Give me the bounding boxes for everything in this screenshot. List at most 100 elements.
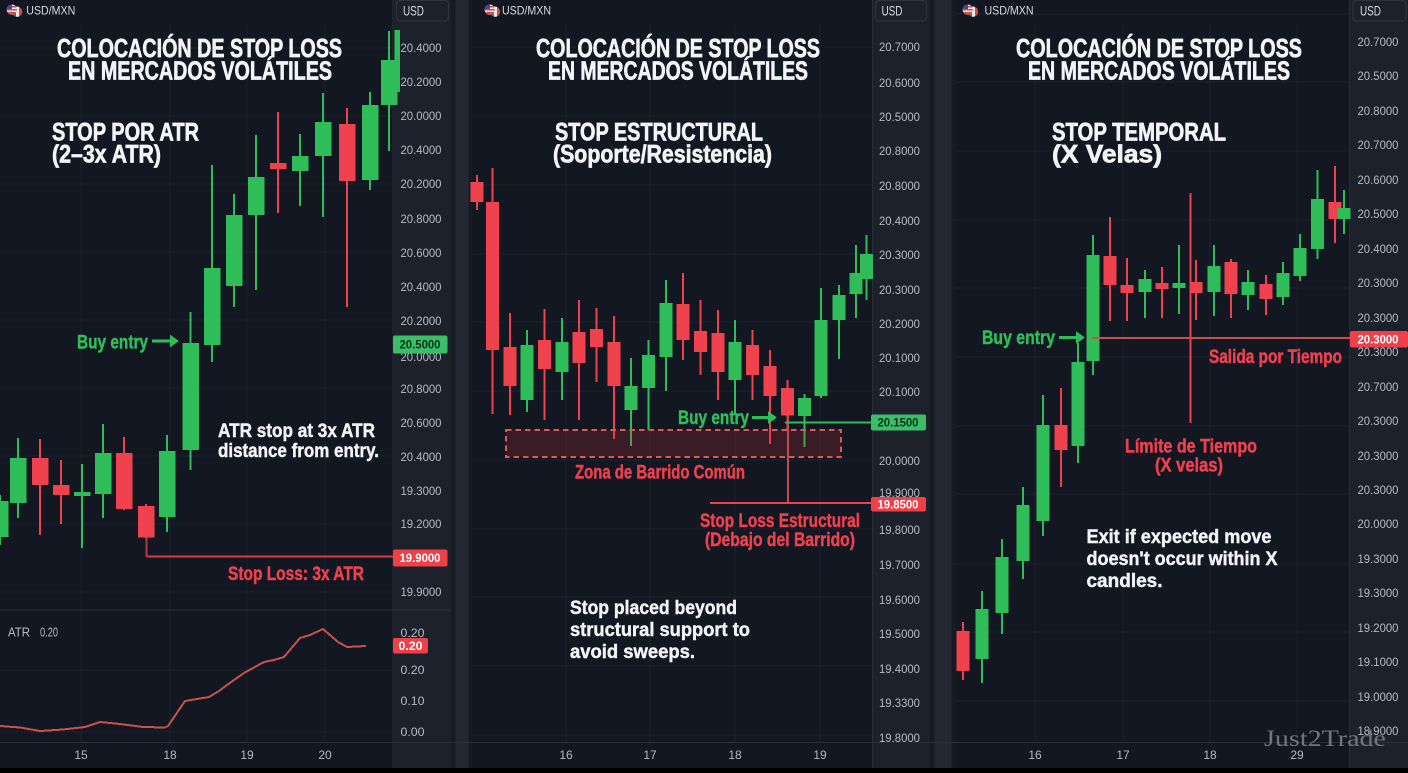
svg-text:19.7000: 19.7000: [879, 558, 920, 572]
svg-text:USD: USD: [1360, 3, 1381, 18]
svg-text:19.0000: 19.0000: [1358, 690, 1399, 704]
svg-text:20.7000: 20.7000: [1358, 138, 1399, 152]
svg-text:17: 17: [1116, 748, 1130, 762]
svg-text:Just2Trade: Just2Trade: [1264, 726, 1386, 751]
svg-text:19.9000: 19.9000: [879, 486, 920, 500]
svg-text:20.1000: 20.1000: [879, 351, 920, 365]
svg-text:20.4000: 20.4000: [401, 41, 442, 55]
svg-text:20.3000: 20.3000: [1358, 276, 1399, 290]
svg-text:19.2000: 19.2000: [401, 517, 442, 531]
svg-text:20.3000: 20.3000: [1358, 311, 1399, 325]
svg-text:20.1000: 20.1000: [879, 385, 920, 399]
svg-text:20.6000: 20.6000: [401, 416, 442, 430]
svg-text:29: 29: [1290, 748, 1304, 762]
svg-text:20.7000: 20.7000: [1358, 35, 1399, 49]
svg-text:20.6000: 20.6000: [1358, 173, 1399, 187]
svg-text:Buy entry: Buy entry: [77, 333, 148, 354]
svg-text:ATR stop at 3x ATR: ATR stop at 3x ATR: [218, 420, 375, 442]
svg-text:16: 16: [1028, 748, 1042, 762]
svg-text:19.8000: 19.8000: [879, 523, 920, 537]
svg-text:20.1500: 20.1500: [878, 416, 919, 430]
svg-text:19.5000: 19.5000: [879, 627, 920, 641]
svg-text:Buy entry: Buy entry: [982, 328, 1055, 349]
svg-text:20.5000: 20.5000: [1358, 207, 1399, 221]
svg-text:20.2000: 20.2000: [401, 314, 442, 328]
svg-text:20.5000: 20.5000: [879, 110, 920, 124]
svg-text:0.10: 0.10: [401, 694, 425, 708]
svg-text:20.0000: 20.0000: [1358, 517, 1399, 531]
svg-text:USD: USD: [403, 3, 424, 18]
svg-text:Zona de Barrido Común: Zona de Barrido Común: [575, 462, 745, 484]
svg-text:20.2000: 20.2000: [401, 75, 442, 89]
svg-text:distance from entry.: distance from entry.: [218, 440, 379, 462]
svg-text:20: 20: [318, 748, 332, 762]
svg-text:19.4000: 19.4000: [879, 662, 920, 676]
svg-text:20.4000: 20.4000: [401, 280, 442, 294]
svg-text:19.6000: 19.6000: [879, 593, 920, 607]
svg-text:0.00: 0.00: [401, 725, 425, 739]
svg-text:Límite de Tiempo: Límite de Tiempo: [1125, 436, 1257, 458]
svg-text:candles.: candles.: [1087, 570, 1163, 592]
svg-text:20.8000: 20.8000: [879, 144, 920, 158]
svg-text:20.0000: 20.0000: [401, 350, 442, 364]
svg-text:COLOCACIÓN DE STOP LOSS: COLOCACIÓN DE STOP LOSS: [1016, 33, 1302, 63]
svg-text:19.3300: 19.3300: [879, 696, 920, 710]
svg-text:EN MERCADOS VOLÁTILES: EN MERCADOS VOLÁTILES: [68, 56, 332, 86]
svg-text:structural support to: structural support to: [570, 619, 750, 641]
svg-text:20.3000: 20.3000: [879, 248, 920, 262]
svg-text:avoid sweeps.: avoid sweeps.: [570, 641, 695, 663]
svg-text:20.4000: 20.4000: [401, 143, 442, 157]
svg-text:COLOCACIÓN DE STOP LOSS: COLOCACIÓN DE STOP LOSS: [57, 33, 342, 63]
svg-text:18: 18: [728, 748, 742, 762]
svg-text:20.8000: 20.8000: [401, 382, 442, 396]
svg-text:USD/MXN: USD/MXN: [26, 4, 75, 18]
svg-text:20.7000: 20.7000: [1358, 380, 1399, 394]
svg-text:19.8000: 19.8000: [879, 731, 920, 745]
svg-text:20.3000: 20.3000: [1358, 345, 1399, 359]
svg-text:20.6000: 20.6000: [401, 246, 442, 260]
svg-text:ATR: ATR: [8, 626, 30, 640]
svg-text:Exit if expected move: Exit if expected move: [1087, 526, 1272, 548]
svg-text:20.2000: 20.2000: [401, 177, 442, 191]
svg-text:Stop placed beyond: Stop placed beyond: [570, 597, 737, 619]
svg-text:(Debajo del Barrido): (Debajo del Barrido): [705, 529, 855, 551]
svg-text:USD/MXN: USD/MXN: [502, 4, 551, 18]
svg-text:20.5000: 20.5000: [1358, 69, 1399, 83]
svg-text:20.3000: 20.3000: [1358, 414, 1399, 428]
svg-text:19.1000: 19.1000: [1358, 655, 1399, 669]
svg-text:19.8500: 19.8500: [878, 497, 919, 511]
svg-text:20.7000: 20.7000: [879, 40, 920, 54]
svg-text:19.3000: 19.3000: [1358, 552, 1399, 566]
svg-text:19.3000: 19.3000: [401, 484, 442, 498]
svg-text:EN MERCADOS VOLÁTILES: EN MERCADOS VOLÁTILES: [1028, 56, 1290, 86]
svg-text:20.3000: 20.3000: [1358, 449, 1399, 463]
svg-text:0.20: 0.20: [401, 663, 425, 677]
svg-text:20.3000: 20.3000: [1358, 483, 1399, 497]
svg-text:STOP ESTRUCTURAL: STOP ESTRUCTURAL: [555, 119, 763, 147]
svg-text:20.8000: 20.8000: [401, 212, 442, 226]
svg-text:USD: USD: [882, 3, 903, 18]
svg-text:Salida por Tiempo: Salida por Tiempo: [1209, 346, 1342, 368]
svg-text:20.8000: 20.8000: [1358, 104, 1399, 118]
svg-text:19: 19: [240, 748, 254, 762]
svg-text:19.9000: 19.9000: [401, 585, 442, 599]
svg-text:18: 18: [163, 748, 177, 762]
svg-text:20.4000: 20.4000: [1358, 242, 1399, 256]
svg-text:20.6000: 20.6000: [879, 76, 920, 90]
svg-text:17: 17: [643, 748, 657, 762]
svg-text:Stop Loss: 3x ATR: Stop Loss: 3x ATR: [228, 563, 364, 585]
svg-text:20.4000: 20.4000: [879, 214, 920, 228]
svg-text:19.3000: 19.3000: [1358, 586, 1399, 600]
svg-text:(Soporte/Resistencia): (Soporte/Resistencia): [553, 141, 772, 169]
svg-text:18.9000: 18.9000: [1358, 724, 1399, 738]
svg-text:doesn't occur within X: doesn't occur within X: [1087, 548, 1278, 570]
svg-text:19: 19: [813, 748, 827, 762]
svg-text:20.5000: 20.5000: [400, 338, 441, 352]
svg-text:20.2000: 20.2000: [879, 317, 920, 331]
svg-text:20.0000: 20.0000: [879, 454, 920, 468]
svg-text:20.3000: 20.3000: [1358, 332, 1399, 346]
svg-text:COLOCACIÓN DE STOP LOSS: COLOCACIÓN DE STOP LOSS: [536, 33, 820, 63]
svg-text:19.2000: 19.2000: [1358, 621, 1399, 635]
svg-text:Buy entry: Buy entry: [678, 408, 749, 429]
svg-text:15: 15: [74, 748, 88, 762]
